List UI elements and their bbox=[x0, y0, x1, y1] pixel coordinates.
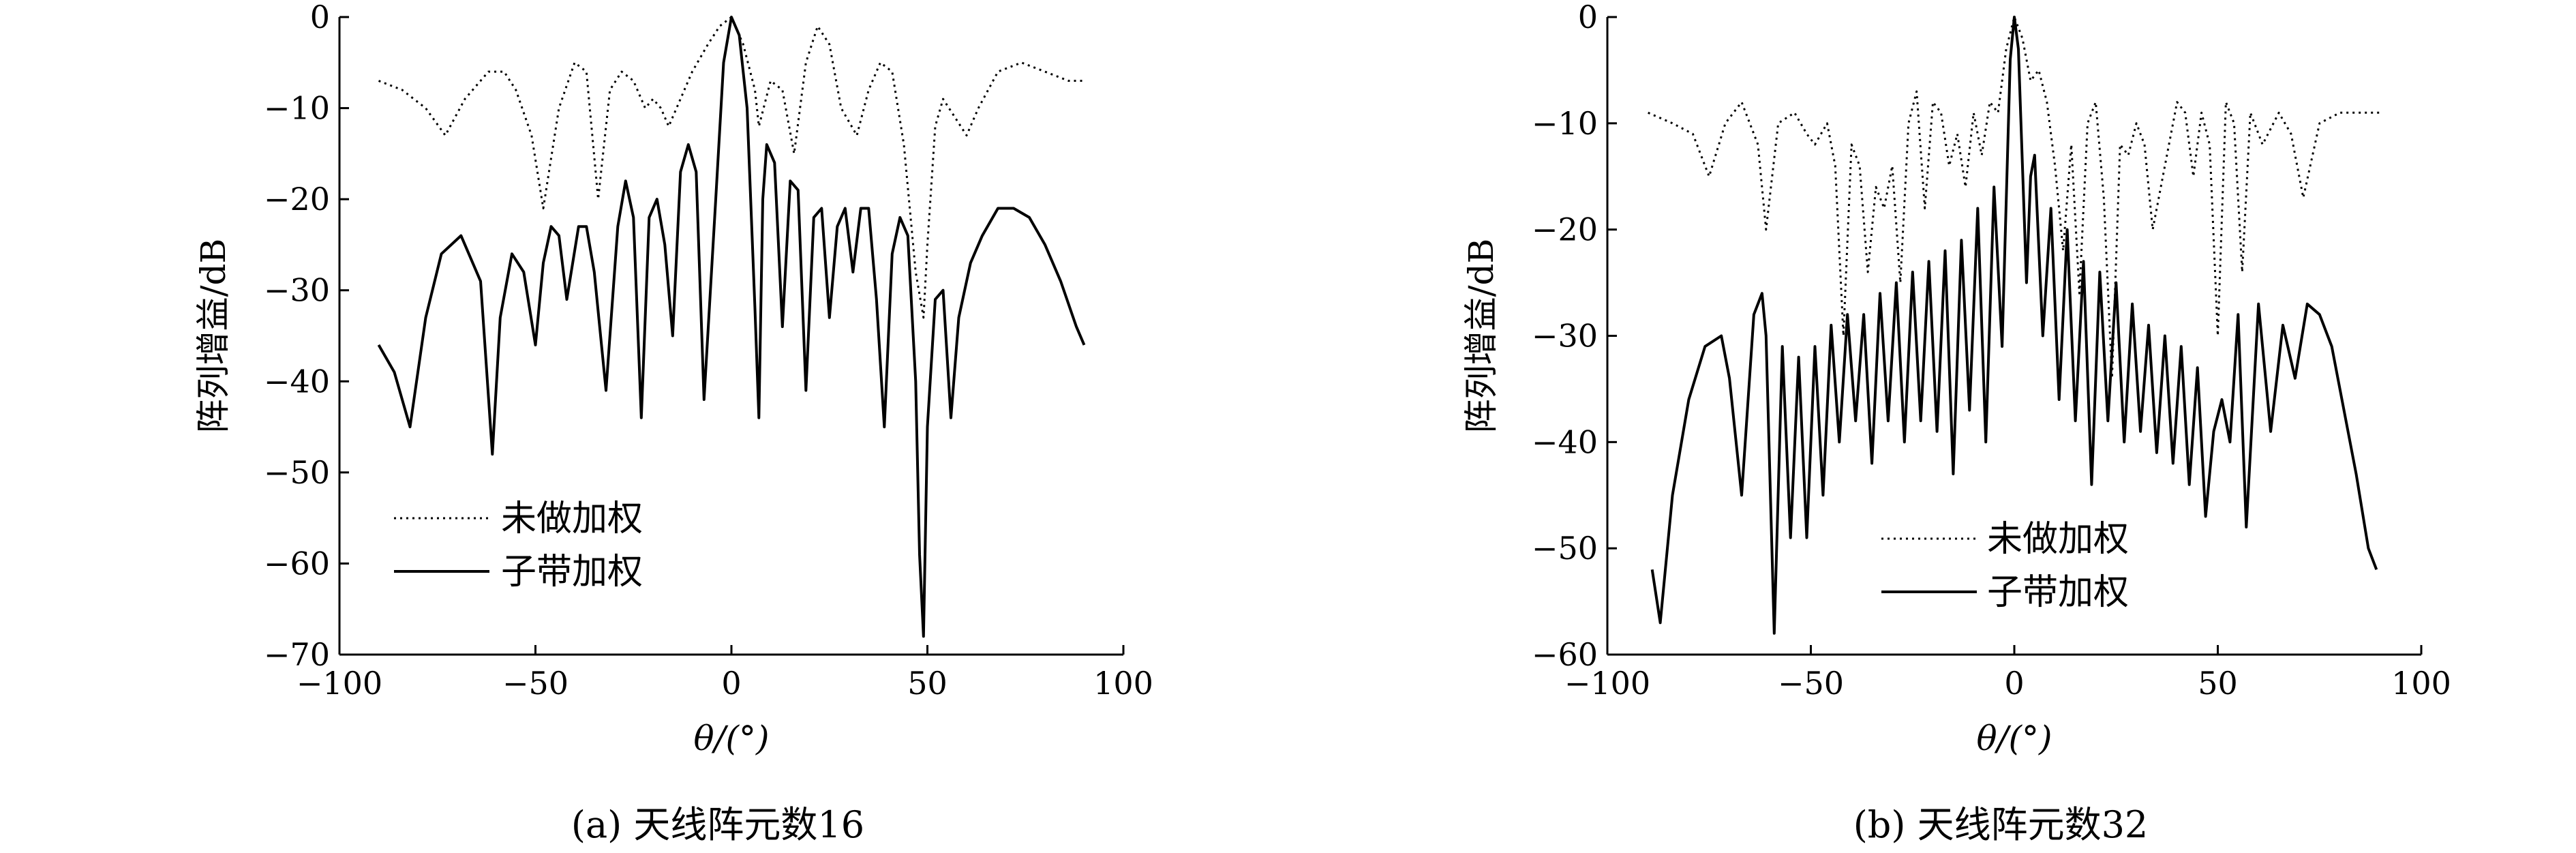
y-tick-label: −30 bbox=[1532, 318, 1598, 355]
y-tick-label: −40 bbox=[264, 363, 330, 400]
chart-b: −100 −50 0 50 100 0 −10 −20 −30 −40 −50 −60 θ/(°) 阵列增… bbox=[1461, 0, 2451, 846]
series-line-subband-weighted bbox=[377, 16, 1086, 638]
chart-caption: (b) 天线阵元数32 bbox=[1853, 803, 2149, 846]
x-tick-label: −50 bbox=[502, 665, 569, 702]
y-tick-label: −20 bbox=[1532, 211, 1598, 248]
x-tick-label: −100 bbox=[297, 665, 382, 702]
y-axis-label: 阵列增益/dB bbox=[1461, 239, 1501, 434]
x-tick-label: 0 bbox=[721, 665, 741, 702]
y-tick-label: 0 bbox=[1578, 0, 1598, 35]
y-tick-label: −50 bbox=[1532, 530, 1598, 567]
legend-label: 未做加权 bbox=[501, 498, 643, 539]
x-tick-label: 100 bbox=[1093, 665, 1153, 702]
legend-label: 未做加权 bbox=[1987, 519, 2129, 560]
y-tick-label: −40 bbox=[1532, 423, 1598, 460]
y-tick-label: −70 bbox=[264, 636, 330, 673]
x-tick-label: 50 bbox=[2198, 665, 2238, 702]
y-tick-label: −30 bbox=[264, 272, 330, 309]
chart-caption: (a) 天线阵元数16 bbox=[571, 803, 864, 846]
y-tick-label: 0 bbox=[310, 0, 330, 35]
x-axis-label: θ/(°) bbox=[1977, 719, 2052, 758]
y-tick-label: −50 bbox=[264, 454, 330, 491]
x-tick-label: 0 bbox=[2004, 665, 2024, 702]
x-tick-label: 100 bbox=[2391, 665, 2451, 702]
x-axis-label: θ/(°) bbox=[694, 719, 770, 758]
x-tick-label: 50 bbox=[907, 665, 948, 702]
x-tick-label: −50 bbox=[1778, 665, 1844, 702]
y-axis-label: 阵列增益/dB bbox=[194, 239, 233, 434]
y-tick-label: −60 bbox=[1532, 636, 1598, 673]
y-tick-label: −20 bbox=[264, 181, 330, 218]
y-tick-label: −10 bbox=[1532, 105, 1598, 142]
series-line-subband-weighted bbox=[1650, 16, 2378, 635]
y-tick-label: −10 bbox=[264, 90, 330, 127]
series-line-unweighted bbox=[1648, 16, 2381, 380]
chart-a: −100 −50 0 50 100 0 −10 −20 −30 −40 −50 −60 −70 θ/(°)… bbox=[194, 0, 1153, 846]
series-line-unweighted bbox=[378, 16, 1085, 319]
legend-label: 子带加权 bbox=[501, 552, 643, 593]
x-tick-label: −100 bbox=[1564, 665, 1650, 702]
y-tick-label: −60 bbox=[264, 545, 330, 582]
legend-label: 子带加权 bbox=[1987, 572, 2129, 613]
